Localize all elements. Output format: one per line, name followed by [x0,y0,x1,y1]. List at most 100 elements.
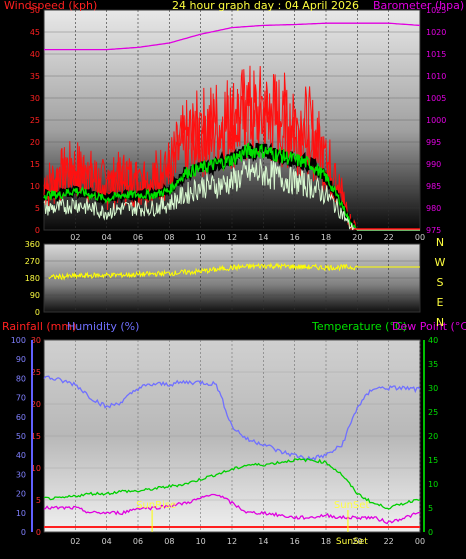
humidity-tick-label: 10 [16,509,26,518]
data-marks [31,22,425,532]
humidity-axis-label: Humidity (%) [67,320,139,333]
barometer-axis-label: Barometer (hpa) [373,0,464,12]
tick-labels: 0510152025303540455097598098599099510001… [11,6,447,546]
wind-tick-label: 5 [35,204,40,213]
temperature-tick-label: 20 [428,432,438,441]
humidity-tick-label: 70 [16,394,26,403]
barometer-tick-label: 1015 [426,50,446,59]
time-tick-label: 18 [321,233,331,242]
temperature-tick-label: 5 [428,504,433,513]
time-tick-label: 02 [70,233,80,242]
time-tick-label: 10 [196,233,206,242]
barometer-tick-label: 975 [426,226,441,235]
chart-title: 24 hour graph day : 04 April 2026 [172,0,359,12]
time-tick-label: 22 [384,233,394,242]
wind-tick-label: 0 [35,226,40,235]
rain-tick-label: 5 [36,496,41,505]
compass-label: N [436,236,444,249]
humidity-tick-label: 100 [11,336,26,345]
humidity-tick-label: 80 [16,374,26,383]
wind-tick-label: 50 [30,6,40,15]
time-tick-label: 12 [227,537,237,546]
direction-tick-label: 270 [25,257,40,266]
direction-tick-label: 0 [35,308,40,317]
temperature-tick-label: 35 [428,360,438,369]
compass-label: E [437,296,444,309]
time-tick-label: 10 [196,537,206,546]
rain-tick-label: 0 [36,528,41,537]
temperature-tick-label: 25 [428,408,438,417]
temperature-tick-label: 10 [428,480,438,489]
humidity-tick-label: 20 [16,490,26,499]
time-tick-label: 22 [384,537,394,546]
dewpoint-axis-label: Dew Point (°C) [392,320,466,333]
wind-tick-label: 35 [30,72,40,81]
time-tick-label: 06 [133,537,143,546]
time-tick-label: 20 [352,537,362,546]
barometer-tick-label: 985 [426,182,441,191]
time-tick-label: 16 [290,233,300,242]
barometer-tick-label: 1025 [426,6,446,15]
wind-tick-label: 40 [30,50,40,59]
time-tick-label: 00 [415,537,425,546]
sunset-label-bottom: SunSet [336,537,368,547]
rainfall-axis-label: Rainfall (mm) [2,320,76,333]
time-tick-label: 14 [258,233,268,242]
time-tick-label: 00 [415,233,425,242]
time-tick-label: 02 [70,537,80,546]
humidity-line [43,375,421,462]
barometer-tick-label: 990 [426,160,441,169]
humidity-tick-label: 90 [16,355,26,364]
temperature-tick-label: 0 [428,528,433,537]
dewpoint-line [43,493,420,525]
barometer-tick-label: 995 [426,138,441,147]
humidity-tick-label: 40 [16,451,26,460]
time-tick-label: 18 [321,537,331,546]
time-tick-label: 14 [258,537,268,546]
wind-direction-line [48,262,358,281]
barometer-tick-label: 980 [426,204,441,213]
direction-tick-label: 90 [30,291,40,300]
humidity-tick-label: 50 [16,432,26,441]
direction-tick-label: 360 [25,240,40,249]
wind-tick-label: 15 [30,160,40,169]
sunset-label: SunSet [334,500,370,511]
compass-label: N [436,316,444,329]
barometer-tick-label: 1010 [426,72,446,81]
rain-tick-label: 30 [31,336,41,345]
wind-tick-label: 20 [30,138,40,147]
barometer-line [44,22,421,51]
temperature-line [43,457,421,510]
rain-tick-label: 10 [31,464,41,473]
barometer-tick-label: 1020 [426,28,446,37]
windspeed-axis-label: Windspeed (kph) [4,0,97,12]
humidity-tick-label: 60 [16,413,26,422]
time-tick-label: 06 [133,233,143,242]
time-tick-label: 08 [164,233,174,242]
temperature-tick-label: 15 [428,456,438,465]
time-tick-label: 20 [352,233,362,242]
temperature-tick-label: 40 [428,336,438,345]
barometer-tick-label: 1005 [426,94,446,103]
time-tick-label: 04 [102,537,112,546]
compass-label: S [437,276,444,289]
sunrise-label: SunRise [136,500,176,511]
wind-tick-label: 45 [30,28,40,37]
rain-tick-label: 20 [31,400,41,409]
time-tick-label: 08 [164,537,174,546]
temperature-tick-label: 30 [428,384,438,393]
wind-tick-label: 10 [30,182,40,191]
wind-low-line [43,158,420,231]
humidity-tick-label: 0 [21,528,26,537]
time-tick-label: 12 [227,233,237,242]
wind-tick-label: 30 [30,94,40,103]
direction-tick-label: 180 [25,274,40,283]
humidity-tick-label: 30 [16,470,26,479]
time-tick-label: 16 [290,537,300,546]
rain-tick-label: 15 [31,432,41,441]
barometer-tick-label: 1000 [426,116,446,125]
time-tick-label: 04 [102,233,112,242]
rain-tick-label: 25 [31,368,41,377]
